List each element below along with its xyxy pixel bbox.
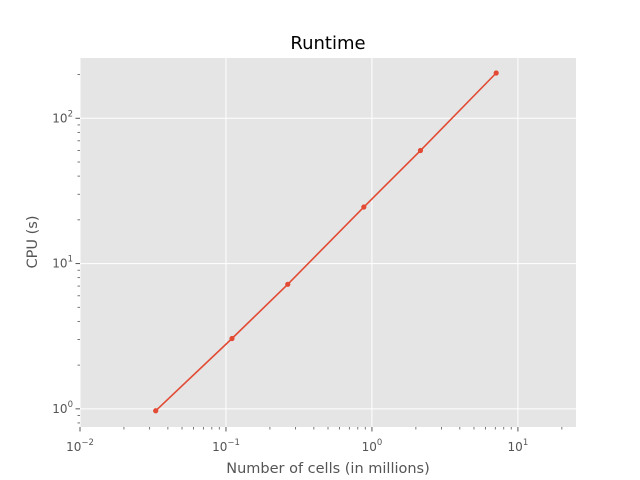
data-point	[417, 147, 424, 154]
data-point	[361, 204, 367, 210]
data-point	[493, 70, 499, 76]
series-line	[155, 72, 497, 412]
grid-lines	[79, 58, 576, 427]
axis-ticks	[75, 74, 563, 432]
data-point	[229, 335, 235, 342]
data-point	[153, 408, 159, 414]
data-point	[285, 281, 291, 287]
x-tick-label: 101	[508, 438, 529, 454]
x-tick-label: 10−1	[212, 438, 240, 454]
y-tick-label: 102	[52, 109, 73, 125]
y-tick-label: 100	[52, 400, 73, 416]
tick-labels: 10−2 10−1 100 101 100 101 102	[52, 109, 528, 454]
series-layer	[153, 70, 499, 414]
x-axis-label: Number of cells (in millions)	[226, 461, 430, 477]
y-tick-label: 101	[52, 255, 73, 271]
x-tick-label: 10−2	[66, 438, 94, 454]
y-axis-label: CPU (s)	[25, 216, 41, 269]
x-tick-label: 100	[362, 438, 383, 454]
chart-title: Runtime	[290, 33, 365, 54]
